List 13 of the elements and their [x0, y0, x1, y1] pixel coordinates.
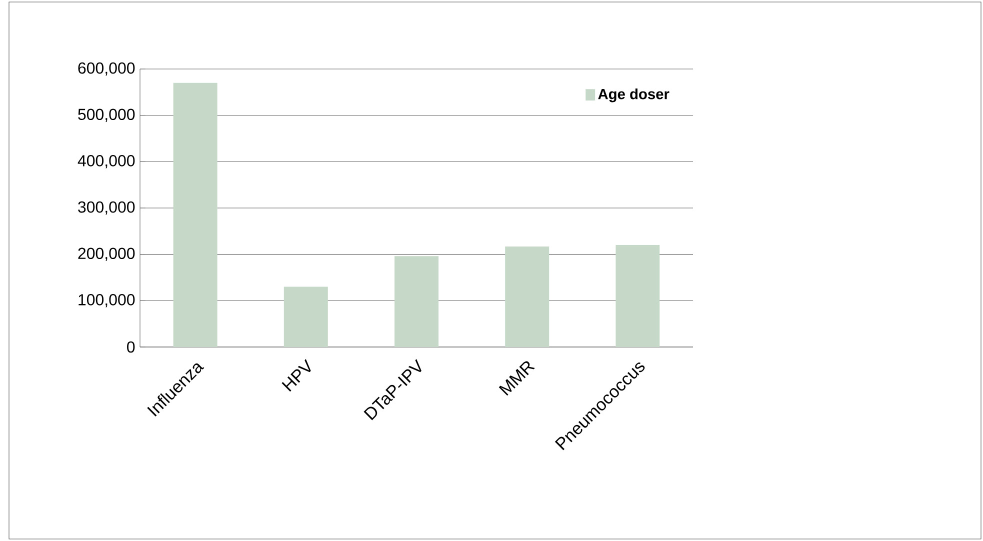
- bar: [173, 82, 218, 347]
- y-tick-label: 400,000: [78, 155, 135, 168]
- y-tick-label: 0: [127, 341, 135, 353]
- y-tick-label: 200,000: [78, 248, 135, 261]
- bar: [616, 245, 660, 347]
- y-tick-label: 100,000: [78, 294, 135, 308]
- legend-label: Age doser: [598, 88, 670, 102]
- y-tick-label: 500,000: [78, 108, 135, 122]
- y-tick-label: 300,000: [78, 201, 135, 215]
- bar: [284, 286, 328, 347]
- bar: [394, 256, 438, 347]
- bar: [505, 246, 550, 347]
- y-tick-label: 600,000: [78, 62, 135, 76]
